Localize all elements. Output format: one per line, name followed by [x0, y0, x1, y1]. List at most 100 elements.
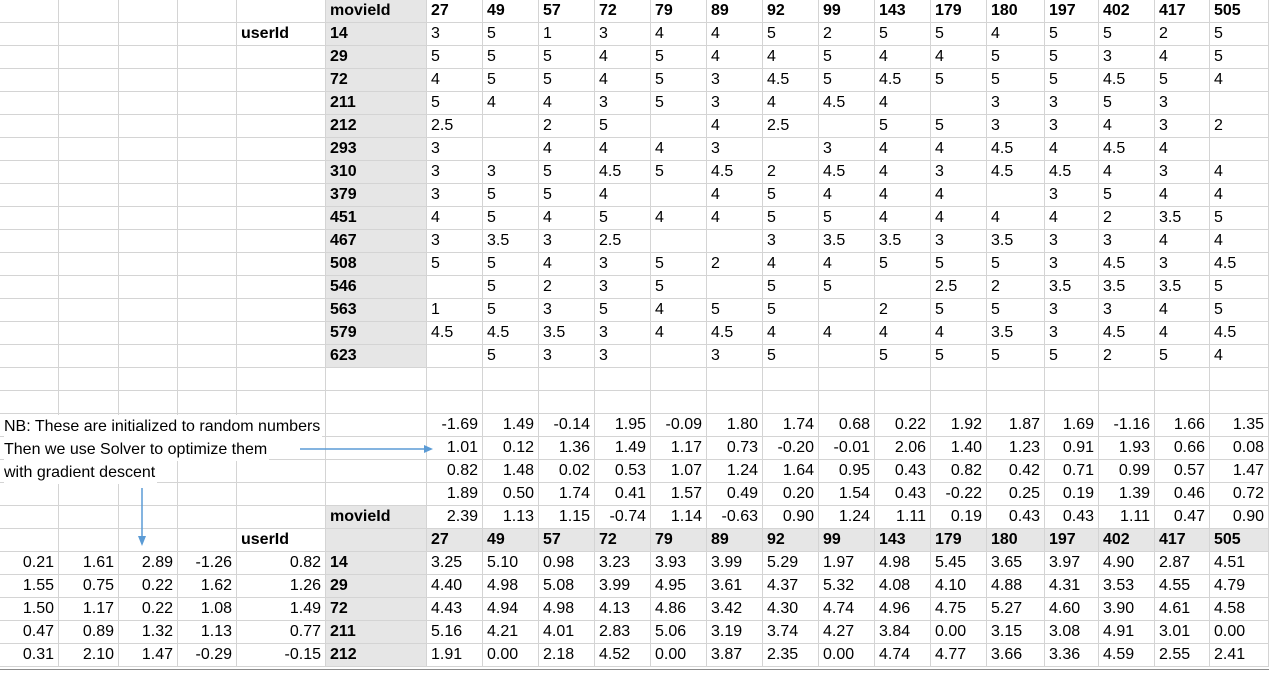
rating-cell[interactable]: 4 — [1155, 299, 1210, 322]
empty-cell[interactable] — [237, 345, 326, 368]
prediction-cell[interactable]: 4.59 — [1099, 644, 1155, 667]
movie-id-header[interactable]: 505 — [1210, 0, 1269, 23]
rating-cell[interactable]: 4 — [819, 184, 875, 207]
rating-cell[interactable]: 4.5 — [1045, 161, 1099, 184]
movie-factor-cell[interactable]: 0.82 — [427, 460, 483, 483]
prediction-cell[interactable]: 3.93 — [651, 552, 707, 575]
movie-factor-cell[interactable]: 0.66 — [1155, 437, 1210, 460]
prediction-cell[interactable]: 4.98 — [875, 552, 931, 575]
rating-cell[interactable]: 3 — [1045, 230, 1099, 253]
rating-cell[interactable]: 5 — [763, 299, 819, 322]
rating-cell[interactable]: 5 — [819, 46, 875, 69]
prediction-cell[interactable]: 4.27 — [819, 621, 875, 644]
empty-cell[interactable] — [119, 184, 178, 207]
empty-cell[interactable] — [1045, 391, 1099, 414]
empty-cell[interactable] — [931, 368, 987, 391]
user-factor-cell[interactable]: 0.22 — [119, 598, 178, 621]
prediction-cell[interactable]: 3.87 — [707, 644, 763, 667]
rating-cell[interactable]: 4 — [651, 322, 707, 345]
movie-factor-cell[interactable]: 0.46 — [1155, 483, 1210, 506]
user-factor-cell[interactable]: 1.62 — [178, 575, 237, 598]
movie-factor-cell[interactable]: 1.92 — [931, 414, 987, 437]
user-id-label[interactable]: 72 — [326, 69, 427, 92]
rating-cell[interactable]: 5 — [707, 299, 763, 322]
movie-factor-cell[interactable]: 0.95 — [819, 460, 875, 483]
rating-cell[interactable]: 4 — [539, 207, 595, 230]
user-id-label[interactable]: 14 — [326, 552, 427, 575]
rating-cell[interactable]: 2 — [539, 276, 595, 299]
rating-cell[interactable]: 5 — [987, 46, 1045, 69]
rating-cell[interactable]: 2.5 — [763, 115, 819, 138]
userid-header-label[interactable]: userId — [237, 23, 326, 46]
prediction-cell[interactable]: 4.60 — [1045, 598, 1099, 621]
prediction-cell[interactable]: 4.90 — [1099, 552, 1155, 575]
rating-cell[interactable]: 5 — [651, 161, 707, 184]
rating-cell[interactable]: 3 — [595, 276, 651, 299]
rating-cell[interactable]: 5 — [763, 184, 819, 207]
movie-id-header[interactable]: 79 — [651, 0, 707, 23]
rating-cell[interactable]: 3 — [595, 345, 651, 368]
empty-cell[interactable] — [59, 0, 119, 23]
empty-cell[interactable] — [875, 391, 931, 414]
empty-cell[interactable] — [237, 184, 326, 207]
movie-id-header[interactable]: 402 — [1099, 529, 1155, 552]
rating-cell[interactable]: 5 — [763, 207, 819, 230]
movie-factor-cell[interactable]: 0.43 — [875, 460, 931, 483]
rating-cell[interactable]: 5 — [651, 253, 707, 276]
empty-cell[interactable] — [237, 230, 326, 253]
empty-cell[interactable] — [987, 391, 1045, 414]
movie-factor-cell[interactable]: 0.57 — [1155, 460, 1210, 483]
rating-cell[interactable]: 4.5 — [595, 161, 651, 184]
prediction-cell[interactable]: 4.74 — [875, 644, 931, 667]
movie-factor-cell[interactable]: 0.12 — [483, 437, 539, 460]
empty-cell[interactable] — [119, 345, 178, 368]
empty-cell[interactable] — [178, 69, 237, 92]
movie-id-header[interactable]: 417 — [1155, 529, 1210, 552]
empty-cell[interactable] — [237, 69, 326, 92]
rating-cell[interactable]: 4 — [1155, 322, 1210, 345]
empty-cell[interactable] — [0, 46, 59, 69]
empty-cell[interactable] — [178, 253, 237, 276]
rating-cell[interactable]: 5 — [931, 115, 987, 138]
movie-factor-cell[interactable]: 1.74 — [763, 414, 819, 437]
rating-cell[interactable]: 4 — [539, 92, 595, 115]
rating-cell[interactable]: 4 — [539, 138, 595, 161]
rating-cell[interactable]: 3 — [707, 69, 763, 92]
rating-cell[interactable]: 4 — [875, 322, 931, 345]
prediction-cell[interactable]: 2.18 — [539, 644, 595, 667]
user-id-label[interactable]: 467 — [326, 230, 427, 253]
rating-cell[interactable]: 4 — [875, 92, 931, 115]
movie-factor-cell[interactable]: 1.80 — [707, 414, 763, 437]
rating-cell[interactable]: 2 — [707, 253, 763, 276]
empty-cell[interactable] — [59, 138, 119, 161]
rating-cell[interactable] — [651, 184, 707, 207]
movie-factor-cell[interactable]: 1.95 — [595, 414, 651, 437]
empty-cell[interactable] — [0, 253, 59, 276]
rating-cell[interactable]: 5 — [1210, 207, 1269, 230]
rating-cell[interactable]: 3.5 — [1155, 207, 1210, 230]
user-factor-cell[interactable]: 0.31 — [0, 644, 59, 667]
empty-cell[interactable] — [326, 460, 427, 483]
rating-cell[interactable]: 3 — [595, 322, 651, 345]
rating-cell[interactable]: 4.5 — [987, 138, 1045, 161]
rating-cell[interactable]: 5 — [483, 299, 539, 322]
prediction-cell[interactable]: 4.74 — [819, 598, 875, 621]
rating-cell[interactable]: 3 — [1155, 115, 1210, 138]
empty-cell[interactable] — [237, 46, 326, 69]
movie-id-header[interactable]: 143 — [875, 0, 931, 23]
rating-cell[interactable]: 5 — [763, 276, 819, 299]
movie-factor-cell[interactable]: 0.43 — [875, 483, 931, 506]
user-id-label[interactable]: 212 — [326, 115, 427, 138]
movie-id-header[interactable]: 197 — [1045, 529, 1099, 552]
prediction-cell[interactable]: 4.61 — [1155, 598, 1210, 621]
user-factor-cell[interactable]: -1.26 — [178, 552, 237, 575]
rating-cell[interactable]: 3.5 — [483, 230, 539, 253]
empty-cell[interactable] — [119, 0, 178, 23]
empty-cell[interactable] — [59, 207, 119, 230]
rating-cell[interactable]: 3 — [987, 92, 1045, 115]
rating-cell[interactable]: 4 — [539, 253, 595, 276]
user-factor-cell[interactable]: 1.50 — [0, 598, 59, 621]
empty-cell[interactable] — [119, 506, 178, 529]
movie-factor-cell[interactable]: 1.24 — [819, 506, 875, 529]
rating-cell[interactable]: 3 — [1155, 92, 1210, 115]
